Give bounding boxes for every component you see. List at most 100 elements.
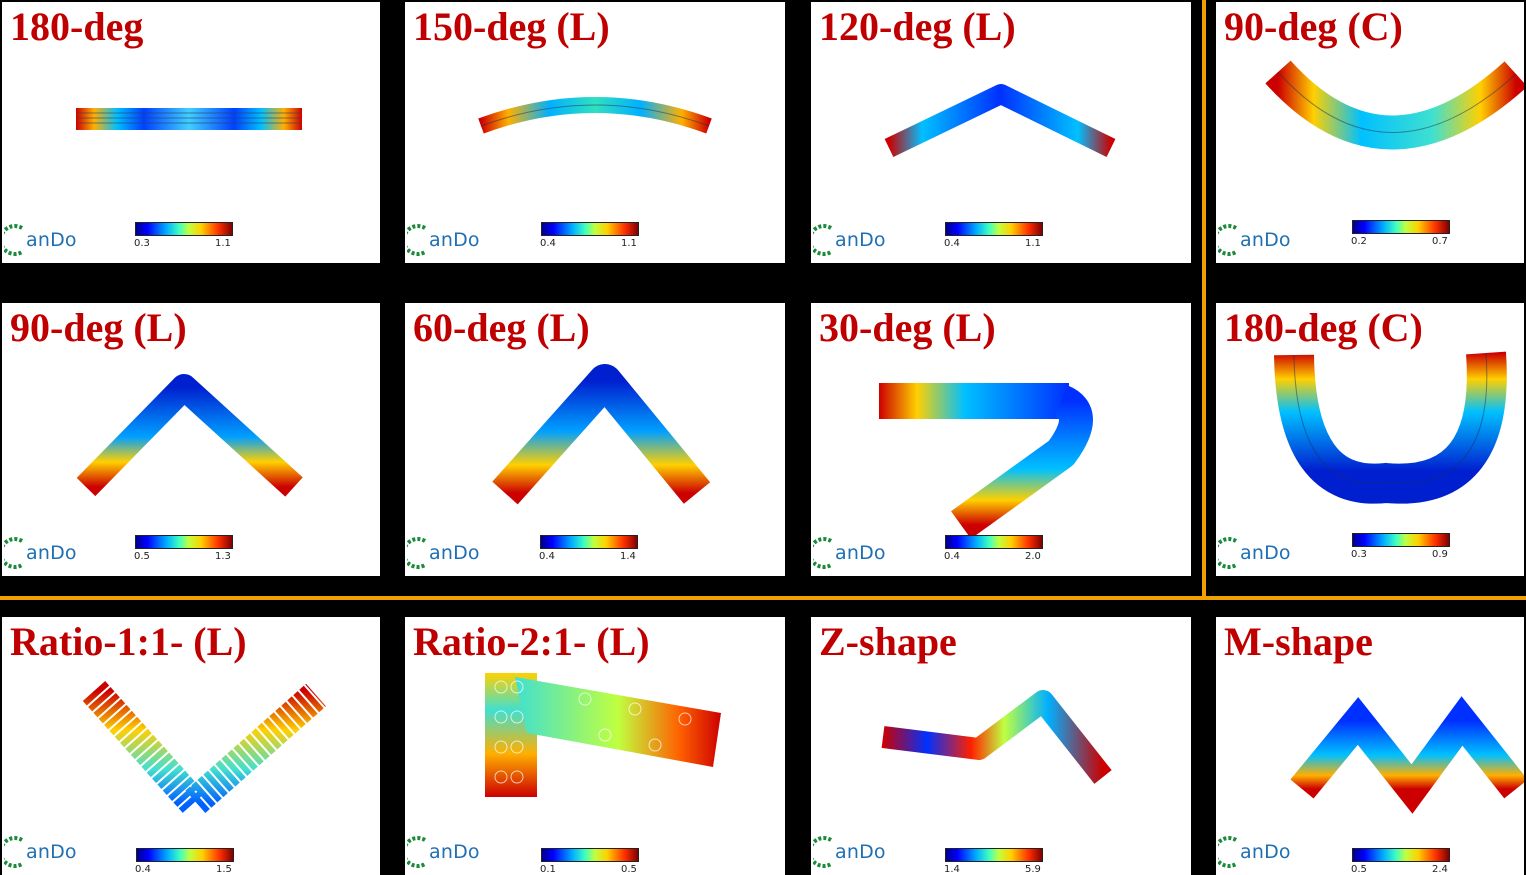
panel-ratio-2-1-l: Ratio-2:1- (L) anDo 0.1 0.5 [405,617,785,875]
cando-logo: anDo [813,536,886,570]
cando-c-icon [407,537,427,569]
panel-title: 90-deg (C) [1224,4,1403,49]
cando-logo: anDo [1218,536,1291,570]
cando-c-icon [4,836,24,868]
colorbar-max: 1.5 [216,864,232,875]
cando-c-icon [407,836,427,868]
structure-shape [492,364,711,505]
structure-shape [1274,351,1507,504]
colorbar [1352,533,1450,547]
panel-90-deg-c: 90-deg (C) anDo 0.2 0.7 [1216,2,1524,263]
colorbar [541,848,639,862]
colorbar [1352,848,1450,862]
logo-text: anDo [26,841,77,863]
colorbar [1352,220,1450,234]
colorbar [540,535,638,549]
cando-c-icon [1218,224,1238,256]
colorbar-max: 0.7 [1432,236,1448,247]
cando-c-icon [4,537,24,569]
structure-shape [478,97,712,134]
panel-title: M-shape [1224,619,1373,664]
logo-text: anDo [26,542,77,564]
structure-shape [1265,60,1524,150]
vertical-divider [1202,0,1206,598]
cando-logo: anDo [1218,835,1291,869]
colorbar [541,222,639,236]
cando-c-icon [813,224,833,256]
panel-title: 120-deg (L) [819,4,1016,49]
logo-text: anDo [26,229,77,251]
colorbar-min: 1.4 [944,864,960,875]
cando-logo: anDo [813,835,886,869]
structure-shape [485,673,721,797]
colorbar-max: 2.0 [1025,551,1041,562]
cando-logo: anDo [4,536,77,570]
colorbar-max: 2.4 [1432,864,1448,875]
cando-logo: anDo [407,223,480,257]
panel-title: 60-deg (L) [413,305,590,350]
logo-text: anDo [429,841,480,863]
cando-logo: anDo [4,223,77,257]
colorbar [945,535,1043,549]
cando-c-icon [4,224,24,256]
colorbar-max: 1.4 [620,551,636,562]
cando-logo: anDo [813,223,886,257]
logo-text: anDo [1240,542,1291,564]
colorbar-max: 0.5 [621,864,637,875]
colorbar-max: 5.9 [1025,864,1041,875]
logo-text: anDo [429,229,480,251]
colorbar-max: 1.1 [621,238,637,249]
panel-180-deg: 180-deg anDo 0.3 1.1 [2,2,380,263]
structure-shape [76,374,303,497]
colorbar [135,535,233,549]
cando-c-icon [1218,836,1238,868]
panel-title: 90-deg (L) [10,305,187,350]
structure-shape [884,84,1116,158]
colorbar-min: 0.4 [944,238,960,249]
panel-150-deg-l: 150-deg (L) anDo 0.4 1.1 [405,2,785,263]
colorbar-min: 0.5 [1351,864,1367,875]
panel-180-deg-c: 180-deg (C) anDo 0.3 0.9 [1216,303,1524,576]
logo-text: anDo [1240,229,1291,251]
colorbar-max: 1.1 [215,238,231,249]
colorbar-min: 0.4 [539,551,555,562]
panel-60-deg-l: 60-deg (L) anDo 0.4 1.4 [405,303,785,576]
colorbar-max: 0.9 [1432,549,1448,560]
logo-text: anDo [1240,841,1291,863]
structure-shape [1290,696,1524,814]
logo-text: anDo [835,841,886,863]
cando-c-icon [407,224,427,256]
cando-logo: anDo [1218,223,1291,257]
colorbar-min: 0.1 [540,864,556,875]
cando-logo: anDo [407,835,480,869]
cando-c-icon [813,537,833,569]
panel-30-deg-l: 30-deg (L) anDo 0.4 2.0 [811,303,1191,576]
colorbar-min: 0.2 [1351,236,1367,247]
panel-title: 180-deg [10,4,144,49]
colorbar-min: 0.3 [1351,549,1367,560]
colorbar-max: 1.3 [215,551,231,562]
cando-c-icon [1218,537,1238,569]
colorbar-min: 0.4 [135,864,151,875]
logo-text: anDo [835,229,886,251]
structure-shape [879,383,1093,539]
panel-z-shape: Z-shape anDo 1.4 5.9 [811,617,1191,875]
cando-logo: anDo [407,536,480,570]
cando-c-icon [813,836,833,868]
colorbar-min: 0.5 [134,551,150,562]
panel-120-deg-l: 120-deg (L) anDo 0.4 1.1 [811,2,1191,263]
colorbar [135,222,233,236]
colorbar-min: 0.3 [134,238,150,249]
panel-ratio-1-1-l: Ratio-1:1- (L) anDo 0.4 1.5 [2,617,380,875]
structure-shape [76,108,302,130]
colorbar-max: 1.1 [1025,238,1041,249]
panel-title: Ratio-1:1- (L) [10,619,247,664]
horizontal-divider [0,596,1526,600]
structure-shape [881,690,1112,784]
colorbar [136,848,234,862]
panel-m-shape: M-shape anDo 0.5 2.4 [1216,617,1524,875]
panel-title: Z-shape [819,619,957,664]
logo-text: anDo [835,542,886,564]
colorbar-min: 0.4 [540,238,556,249]
cando-logo: anDo [4,835,77,869]
